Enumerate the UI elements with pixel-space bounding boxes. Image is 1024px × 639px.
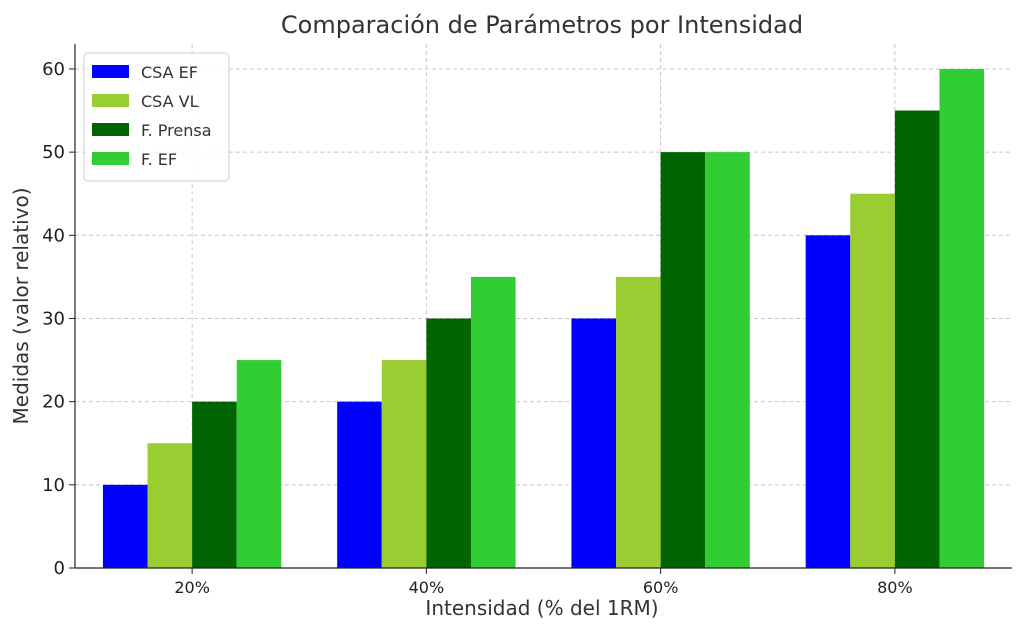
bar — [102, 484, 148, 568]
bar — [426, 318, 471, 568]
x-tick-label: 60% — [643, 578, 679, 597]
y-tick-label: 30 — [42, 308, 65, 329]
x-tick-label: 80% — [877, 578, 913, 597]
bar — [337, 401, 382, 568]
bars — [102, 68, 985, 569]
bar — [939, 68, 985, 568]
bar — [805, 235, 851, 569]
y-tick-label: 0 — [54, 558, 65, 579]
legend-swatch — [92, 94, 129, 107]
legend-swatch — [92, 152, 129, 165]
legend-label: CSA VL — [141, 92, 199, 111]
bar — [894, 110, 940, 569]
y-tick-label: 60 — [42, 59, 65, 80]
bar — [381, 360, 427, 568]
x-tick-label: 20% — [174, 578, 210, 597]
bar — [470, 276, 516, 568]
bar — [192, 401, 237, 568]
legend: CSA EF CSA VL F. Prensa F. EF — [83, 52, 230, 182]
y-tick-label: 10 — [42, 475, 65, 496]
legend-label: F. Prensa — [141, 121, 212, 140]
bar — [660, 152, 706, 568]
bar — [616, 276, 661, 568]
legend-label: F. EF — [141, 150, 177, 169]
legend-box — [83, 52, 230, 182]
legend-swatch — [92, 65, 129, 78]
chart-title: Comparación de Parámetros por Intensidad — [281, 11, 803, 39]
legend-swatch — [92, 123, 129, 136]
x-tick-label: 40% — [409, 578, 445, 597]
y-tick-label: 40 — [42, 225, 65, 246]
bar — [850, 193, 895, 568]
legend-label: CSA EF — [141, 63, 198, 82]
bar — [571, 318, 617, 568]
axes — [69, 44, 1012, 574]
y-tick-label: 50 — [42, 142, 65, 163]
bar — [147, 443, 193, 568]
y-axis-label: Medidas (valor relativo) — [9, 188, 33, 425]
y-tick-label: 20 — [42, 392, 65, 413]
x-axis-label: Intensidad (% del 1RM) — [425, 596, 658, 620]
tick-labels: 0 10 20 30 40 50 60 20% 40% 60% 80% — [42, 59, 913, 597]
bar — [236, 360, 282, 568]
bar — [705, 152, 750, 568]
